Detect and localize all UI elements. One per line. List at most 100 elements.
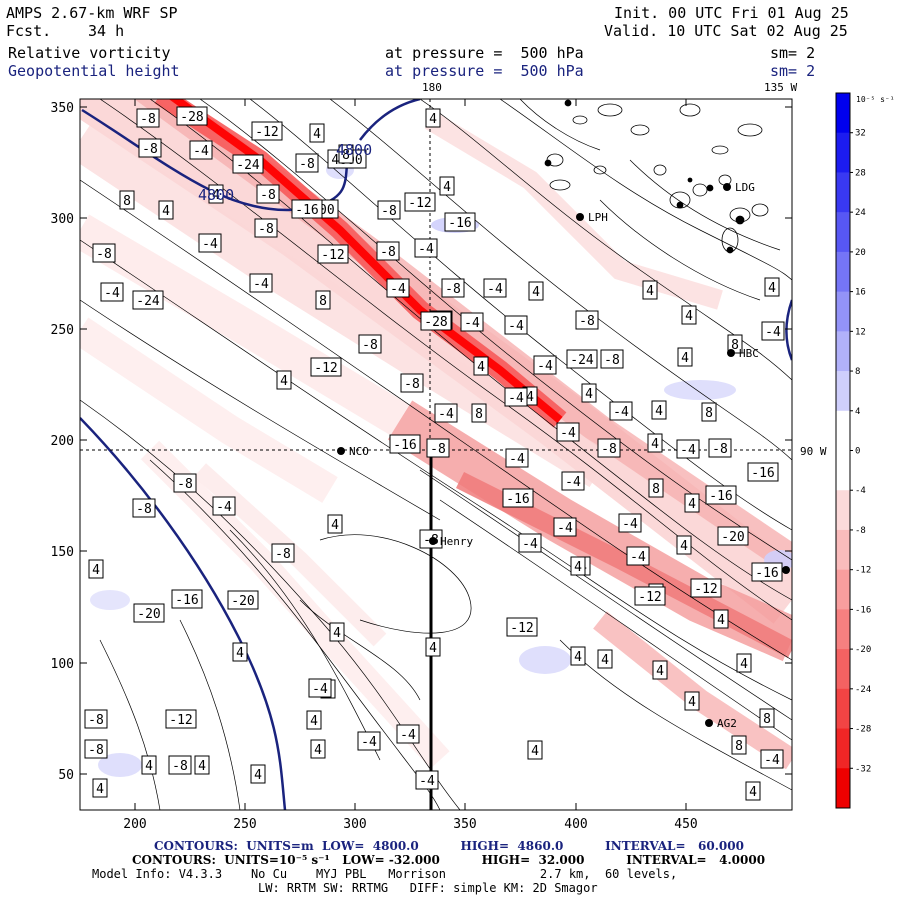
y-tick-label: 150 — [51, 545, 74, 560]
contour-labels: -8-28-12448004-8-4-24-884-844800-8-12-16… — [84, 106, 785, 801]
contour-label: -16 — [291, 199, 323, 219]
svg-text:-24: -24 — [236, 158, 260, 173]
contour-label: 4 — [581, 383, 597, 403]
contour-label: -8 — [271, 543, 295, 563]
contour-label: 8 — [648, 478, 664, 498]
contour-label: -12 — [165, 709, 197, 729]
colorbar-segment — [836, 649, 850, 690]
lon-90w-label: 90 W — [800, 445, 827, 458]
contour-label: -16 — [502, 488, 534, 508]
colorbar-tick-label: -4 — [855, 486, 866, 496]
svg-text:-8: -8 — [275, 547, 291, 562]
station-nco-marker[interactable] — [337, 447, 345, 455]
svg-text:8: 8 — [735, 739, 743, 754]
contour-label: 4 — [141, 755, 157, 775]
contour-label: 4 — [597, 649, 613, 669]
valid-time: Valid. 10 UTC Sat 02 Aug 25 — [604, 22, 848, 40]
colorbar-segment — [836, 490, 850, 531]
svg-text:-12: -12 — [510, 621, 533, 636]
footer-height-contours: CONTOURS: UNITS=m LOW= 4800.0 HIGH= 4860… — [154, 839, 744, 853]
svg-text:4: 4 — [236, 646, 244, 661]
station-markers: NCO Henry AG2 HBC LPH LDG — [337, 181, 790, 730]
station-henry-marker[interactable] — [429, 537, 437, 545]
svg-text:-4: -4 — [253, 277, 269, 292]
svg-text:-4: -4 — [622, 517, 638, 532]
contour-label: -4 — [609, 401, 633, 421]
svg-text:-4: -4 — [312, 682, 328, 697]
contour-label: -12 — [506, 617, 538, 637]
svg-text:4: 4 — [313, 127, 321, 142]
svg-text:4: 4 — [443, 180, 451, 195]
contour-label: -4 — [556, 422, 580, 442]
footer-model-info: Model Info: V4.3.3 No Cu MYJ PBL Morriso… — [92, 867, 678, 881]
contour-label: 4 — [651, 400, 667, 420]
contour-label: -8 — [138, 138, 162, 158]
contour-label: 4 — [745, 781, 761, 801]
contour-label: -8 — [84, 709, 108, 729]
field1-smoothing: sm= 2 — [770, 44, 816, 62]
svg-text:8: 8 — [731, 338, 739, 353]
colorbar-segment — [836, 688, 850, 730]
x-tick-label: 300 — [343, 817, 366, 832]
station-edge-marker[interactable] — [782, 566, 790, 574]
station-nco-label: NCO — [349, 445, 369, 458]
svg-text:-8: -8 — [140, 112, 156, 127]
station-ag2-label: AG2 — [717, 717, 737, 730]
colorbar-tick-label: -12 — [855, 566, 871, 576]
station-lph-marker[interactable] — [576, 213, 584, 221]
contour-label: -8 — [168, 755, 192, 775]
colorbar-segment — [836, 371, 850, 412]
contour-label: 4 — [677, 347, 693, 367]
colorbar-tick-label: 4 — [855, 407, 860, 417]
svg-text:4: 4 — [429, 112, 437, 127]
svg-text:-4: -4 — [418, 242, 434, 257]
init-time: Init. 00 UTC Fri 01 Aug 25 — [614, 4, 849, 22]
svg-text:4: 4 — [162, 204, 170, 219]
station-hbc-marker[interactable] — [727, 349, 735, 357]
station-ag2-marker[interactable] — [705, 719, 713, 727]
svg-text:8: 8 — [319, 294, 327, 309]
svg-text:-4: -4 — [537, 359, 553, 374]
colorbar-segment — [836, 212, 850, 253]
field1-name: Relative vorticity — [8, 44, 171, 62]
contour-label: -8 — [426, 438, 450, 458]
svg-text:4: 4 — [656, 664, 664, 679]
svg-text:-4: -4 — [508, 319, 524, 334]
colorbar-segment — [836, 93, 850, 134]
svg-text:-8: -8 — [604, 353, 620, 368]
svg-text:-16: -16 — [506, 492, 529, 507]
contour-label: 4 — [652, 660, 668, 680]
station-ldg-marker[interactable] — [723, 183, 731, 191]
svg-text:4: 4 — [92, 563, 100, 578]
y-tick-label: 300 — [51, 212, 74, 227]
svg-text:4: 4 — [651, 437, 659, 452]
svg-text:-8: -8 — [258, 222, 274, 237]
svg-text:-8: -8 — [430, 442, 446, 457]
svg-text:-8: -8 — [136, 502, 152, 517]
svg-text:4: 4 — [198, 759, 206, 774]
colorbar-tick-label: 32 — [855, 129, 866, 139]
contour-label: 4 — [570, 646, 586, 666]
colorbar-segment — [836, 529, 850, 571]
contour-label: -20 — [133, 603, 165, 623]
colorbar-tick-label: -20 — [855, 645, 871, 655]
svg-text:-4: -4 — [361, 735, 377, 750]
y-tick-label: 50 — [58, 768, 74, 783]
colorbar-segment — [836, 291, 850, 332]
svg-text:-8: -8 — [380, 245, 396, 260]
svg-text:-16: -16 — [393, 438, 416, 453]
contour-label: -12 — [690, 578, 722, 598]
colorbar-segment — [836, 768, 850, 809]
contour-label: -4 — [618, 513, 642, 533]
contour-label: 4 — [88, 559, 104, 579]
contour-label: -4 — [761, 321, 785, 341]
colorbar-segment — [836, 132, 850, 173]
svg-text:4: 4 — [685, 309, 693, 324]
contour-label: -28 — [420, 311, 452, 331]
svg-text:-4: -4 — [508, 391, 524, 406]
svg-text:4: 4 — [740, 657, 748, 672]
contour-label: 4 — [327, 514, 343, 534]
svg-text:-4: -4 — [464, 316, 480, 331]
svg-text:-8: -8 — [362, 338, 378, 353]
